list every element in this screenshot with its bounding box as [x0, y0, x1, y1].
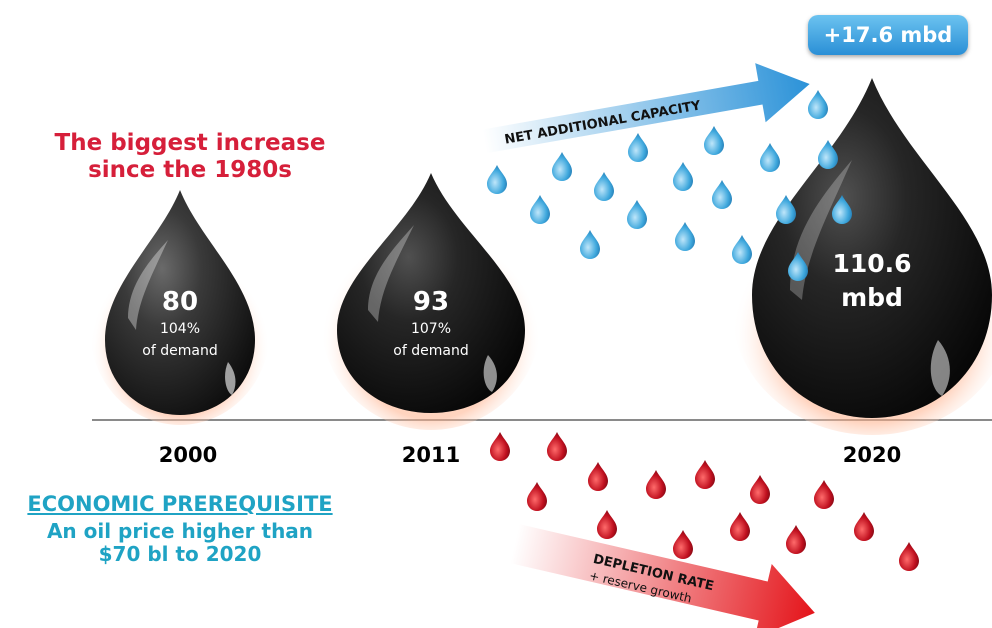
year-2000-label: 2000: [159, 443, 217, 467]
headline-line-1: The biggest increase: [54, 130, 326, 156]
drop-2011-pct: 107%: [411, 321, 451, 337]
prerequisite-line-1: An oil price higher than: [46, 519, 314, 543]
drop-2000-value: 80: [162, 287, 198, 317]
capacity-increase-badge: +17.6 mbd: [808, 15, 968, 55]
year-2011-label: 2011: [402, 443, 460, 467]
year-2020-label: 2020: [843, 443, 901, 467]
headline-line-2: since the 1980s: [88, 157, 292, 183]
depletion-droplets: [490, 432, 919, 571]
depletion-arrow: DEPLETION RATE + reserve growth: [510, 524, 815, 628]
drop-2011-value: 93: [413, 287, 449, 317]
headline: The biggest increase since the 1980s: [40, 130, 340, 184]
new-capacity-droplets: [487, 90, 852, 281]
prerequisite-text: An oil price higher than $70 bl to 2020: [10, 520, 350, 566]
drop-2000-pct: 104%: [160, 321, 200, 337]
oil-drop-2000: [90, 190, 270, 425]
drop-2020-unit: mbd: [841, 283, 903, 312]
prerequisite-title: ECONOMIC PREREQUISITE: [27, 492, 333, 516]
drop-2020-value: 110.6: [832, 249, 911, 278]
drop-2000-sub: of demand: [142, 343, 217, 359]
oil-drop-2011: [321, 173, 541, 430]
prerequisite-line-2: $70 bl to 2020: [98, 542, 262, 566]
drop-2011-sub: of demand: [393, 343, 468, 359]
